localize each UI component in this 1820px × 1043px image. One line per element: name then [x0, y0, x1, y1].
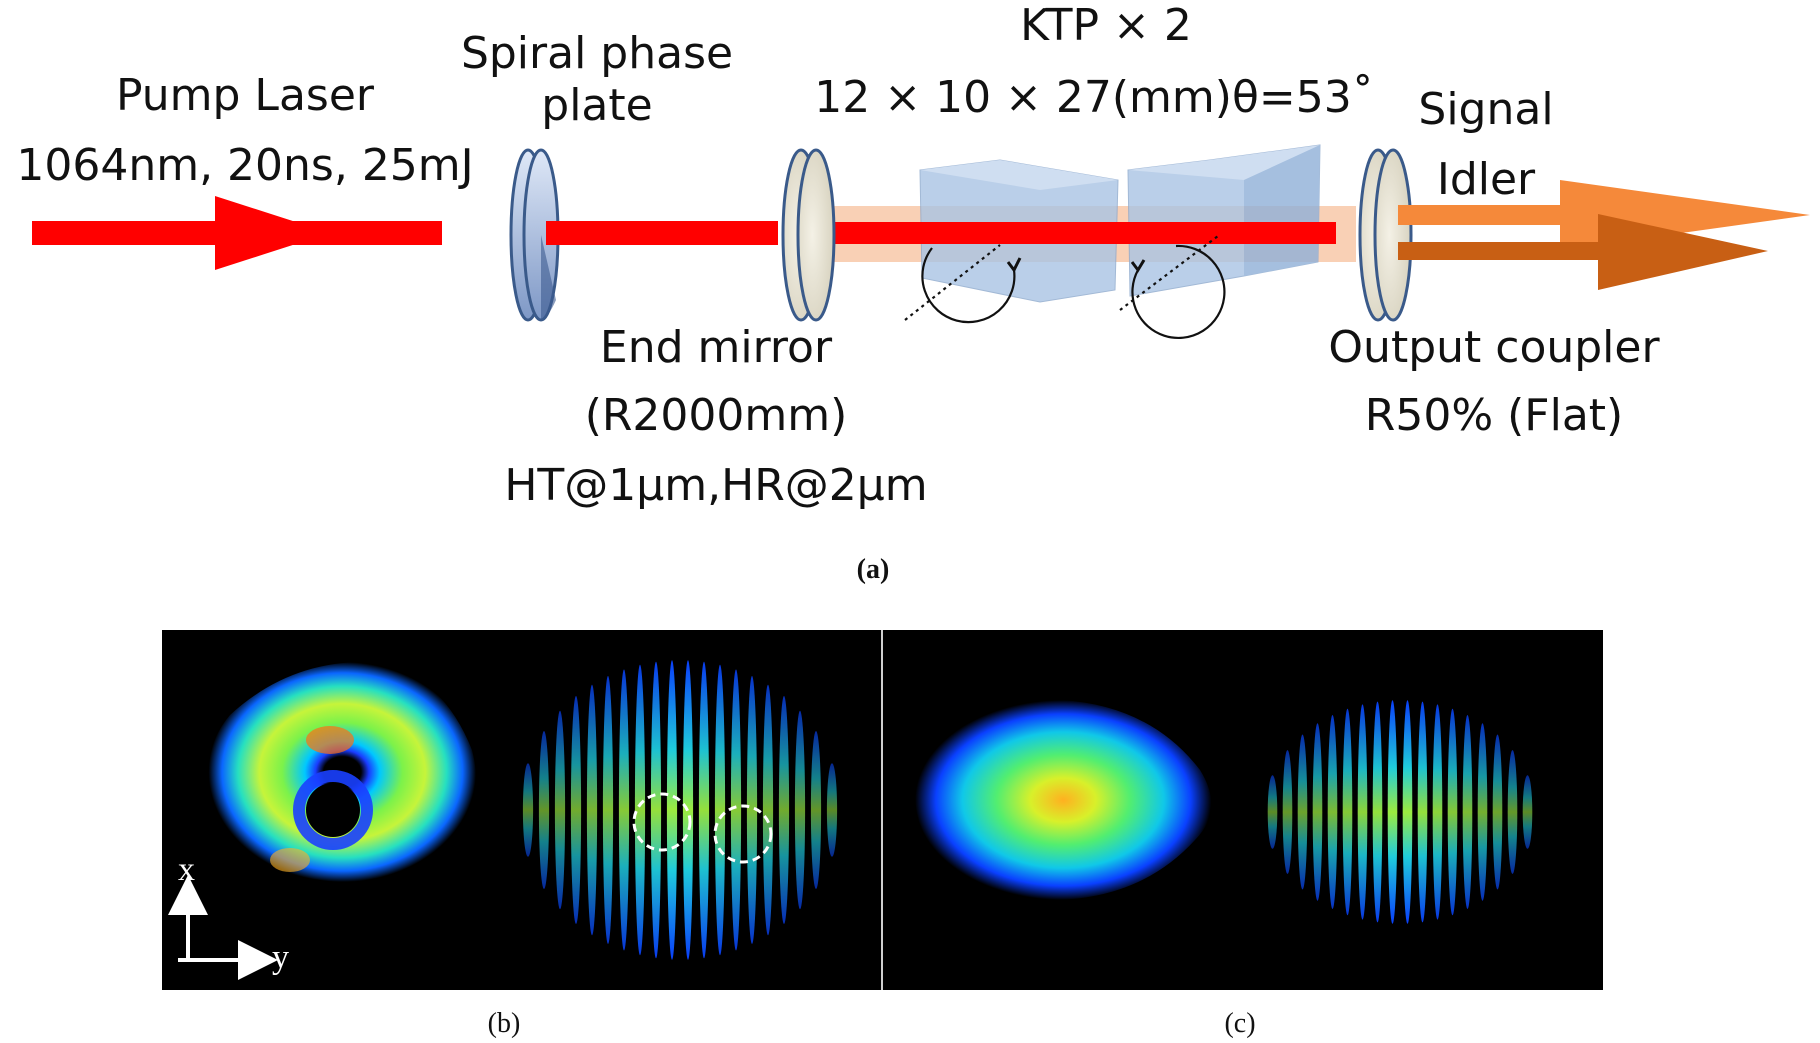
fringe-stripe: [1462, 715, 1473, 909]
fringe-stripe: [1297, 734, 1308, 890]
fringe-stripe: [730, 669, 742, 951]
pump-beam-arrow: [32, 196, 442, 270]
ktp-label-1: KTP × 2: [1020, 0, 1192, 51]
pump-laser-title: Pump Laser: [116, 70, 375, 121]
fringe-stripe: [698, 661, 710, 959]
spiral-plate-label-2: plate: [541, 80, 652, 131]
fringe-stripe: [1447, 708, 1458, 916]
fringe-stripe: [554, 710, 566, 910]
gaussian-beam-profile: [915, 700, 1212, 900]
fringe-stripe: [1267, 775, 1278, 849]
spiral-phase-plate: [509, 148, 560, 322]
idler-output-arrow: [1398, 214, 1768, 290]
output-coupler: [1358, 148, 1413, 322]
fringe-stripe: [1402, 700, 1413, 924]
axis-x-label: x: [178, 851, 195, 888]
fringe-stripe: [586, 684, 598, 936]
fringe-stripe: [1492, 734, 1503, 890]
rotation-indicator-1: [904, 244, 1022, 324]
panel-c: [883, 630, 1603, 990]
xy-axes-indicator: x y: [168, 851, 289, 980]
fringe-stripe: [602, 676, 614, 944]
fringe-stripe: [650, 661, 662, 959]
ktp-crystal-2: [1127, 144, 1321, 297]
idler-label: Idler: [1437, 154, 1536, 205]
end-mirror-label-3: HT@1µm,HR@2µm: [504, 460, 927, 511]
fringe-stripe: [826, 763, 838, 857]
fringe-stripe: [570, 696, 582, 924]
fringe-stripe: [1372, 701, 1383, 923]
signal-label: Signal: [1418, 84, 1553, 135]
fringe-stripe: [746, 676, 758, 944]
fringe-stripe: [538, 731, 550, 889]
spiral-plate-label-1: Spiral phase: [461, 28, 733, 79]
fringe-stripe: [634, 664, 646, 956]
fringe-stripe: [778, 696, 790, 924]
fringe-stripe: [1387, 700, 1398, 924]
rotation-indicator-2: [1119, 235, 1226, 340]
pump-laser-spec: 1064nm, 20ns, 25mJ: [16, 140, 473, 191]
panel-b: x y: [162, 630, 882, 990]
caption-c: (c): [1224, 1008, 1255, 1039]
pump-beam-segment: [546, 221, 778, 245]
fringe-stripe: [810, 731, 822, 889]
fringe-stripe: [618, 669, 630, 951]
axis-y-label: y: [272, 939, 289, 976]
fringe-stripe: [1507, 750, 1518, 874]
output-coupler-label-2: R50% (Flat): [1365, 390, 1623, 441]
caption-a: (a): [857, 554, 890, 585]
fringe-stripe: [522, 763, 534, 857]
fringe-stripe: [1312, 723, 1323, 901]
fringe-stripe: [1477, 723, 1488, 901]
dislocation-marker-1: [632, 792, 692, 852]
fringe-stripe: [666, 660, 678, 960]
fringe-stripe: [1342, 708, 1353, 916]
end-mirror: [781, 148, 836, 322]
fringe-stripe: [1327, 715, 1338, 909]
fringe-pattern-b: [522, 660, 838, 960]
donut-beam-profile: [208, 661, 477, 882]
output-coupler-label-1: Output coupler: [1328, 322, 1660, 373]
ktp-label-2: 12 × 10 × 27(mm)θ=53˚: [814, 72, 1373, 123]
caption-b: (b): [488, 1008, 521, 1039]
fringe-stripe: [1282, 750, 1293, 874]
fringe-stripe: [1357, 704, 1368, 920]
fringe-stripe: [1417, 701, 1428, 923]
fringe-stripe: [1432, 704, 1443, 920]
fringe-stripe: [762, 684, 774, 936]
fringe-stripe: [1522, 775, 1533, 849]
end-mirror-label-1: End mirror: [600, 322, 833, 373]
fringe-stripe: [714, 664, 726, 956]
end-mirror-label-2: (R2000mm): [585, 390, 848, 441]
fringe-stripe: [794, 710, 806, 910]
intracavity-pump-beam: [822, 222, 1336, 244]
dislocation-marker-2: [713, 804, 773, 864]
fringe-pattern-c: [1267, 700, 1533, 924]
